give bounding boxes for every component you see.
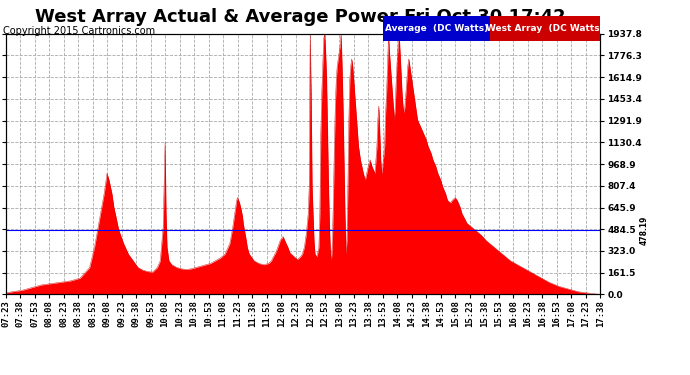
Text: 478.19: 478.19 [0, 215, 1, 245]
Text: 478.19: 478.19 [639, 215, 648, 245]
Text: West Array Actual & Average Power Fri Oct 30 17:42: West Array Actual & Average Power Fri Oc… [34, 8, 566, 26]
Text: Average  (DC Watts): Average (DC Watts) [385, 24, 488, 33]
Text: West Array  (DC Watts): West Array (DC Watts) [486, 24, 604, 33]
Text: Copyright 2015 Cartronics.com: Copyright 2015 Cartronics.com [3, 26, 155, 36]
